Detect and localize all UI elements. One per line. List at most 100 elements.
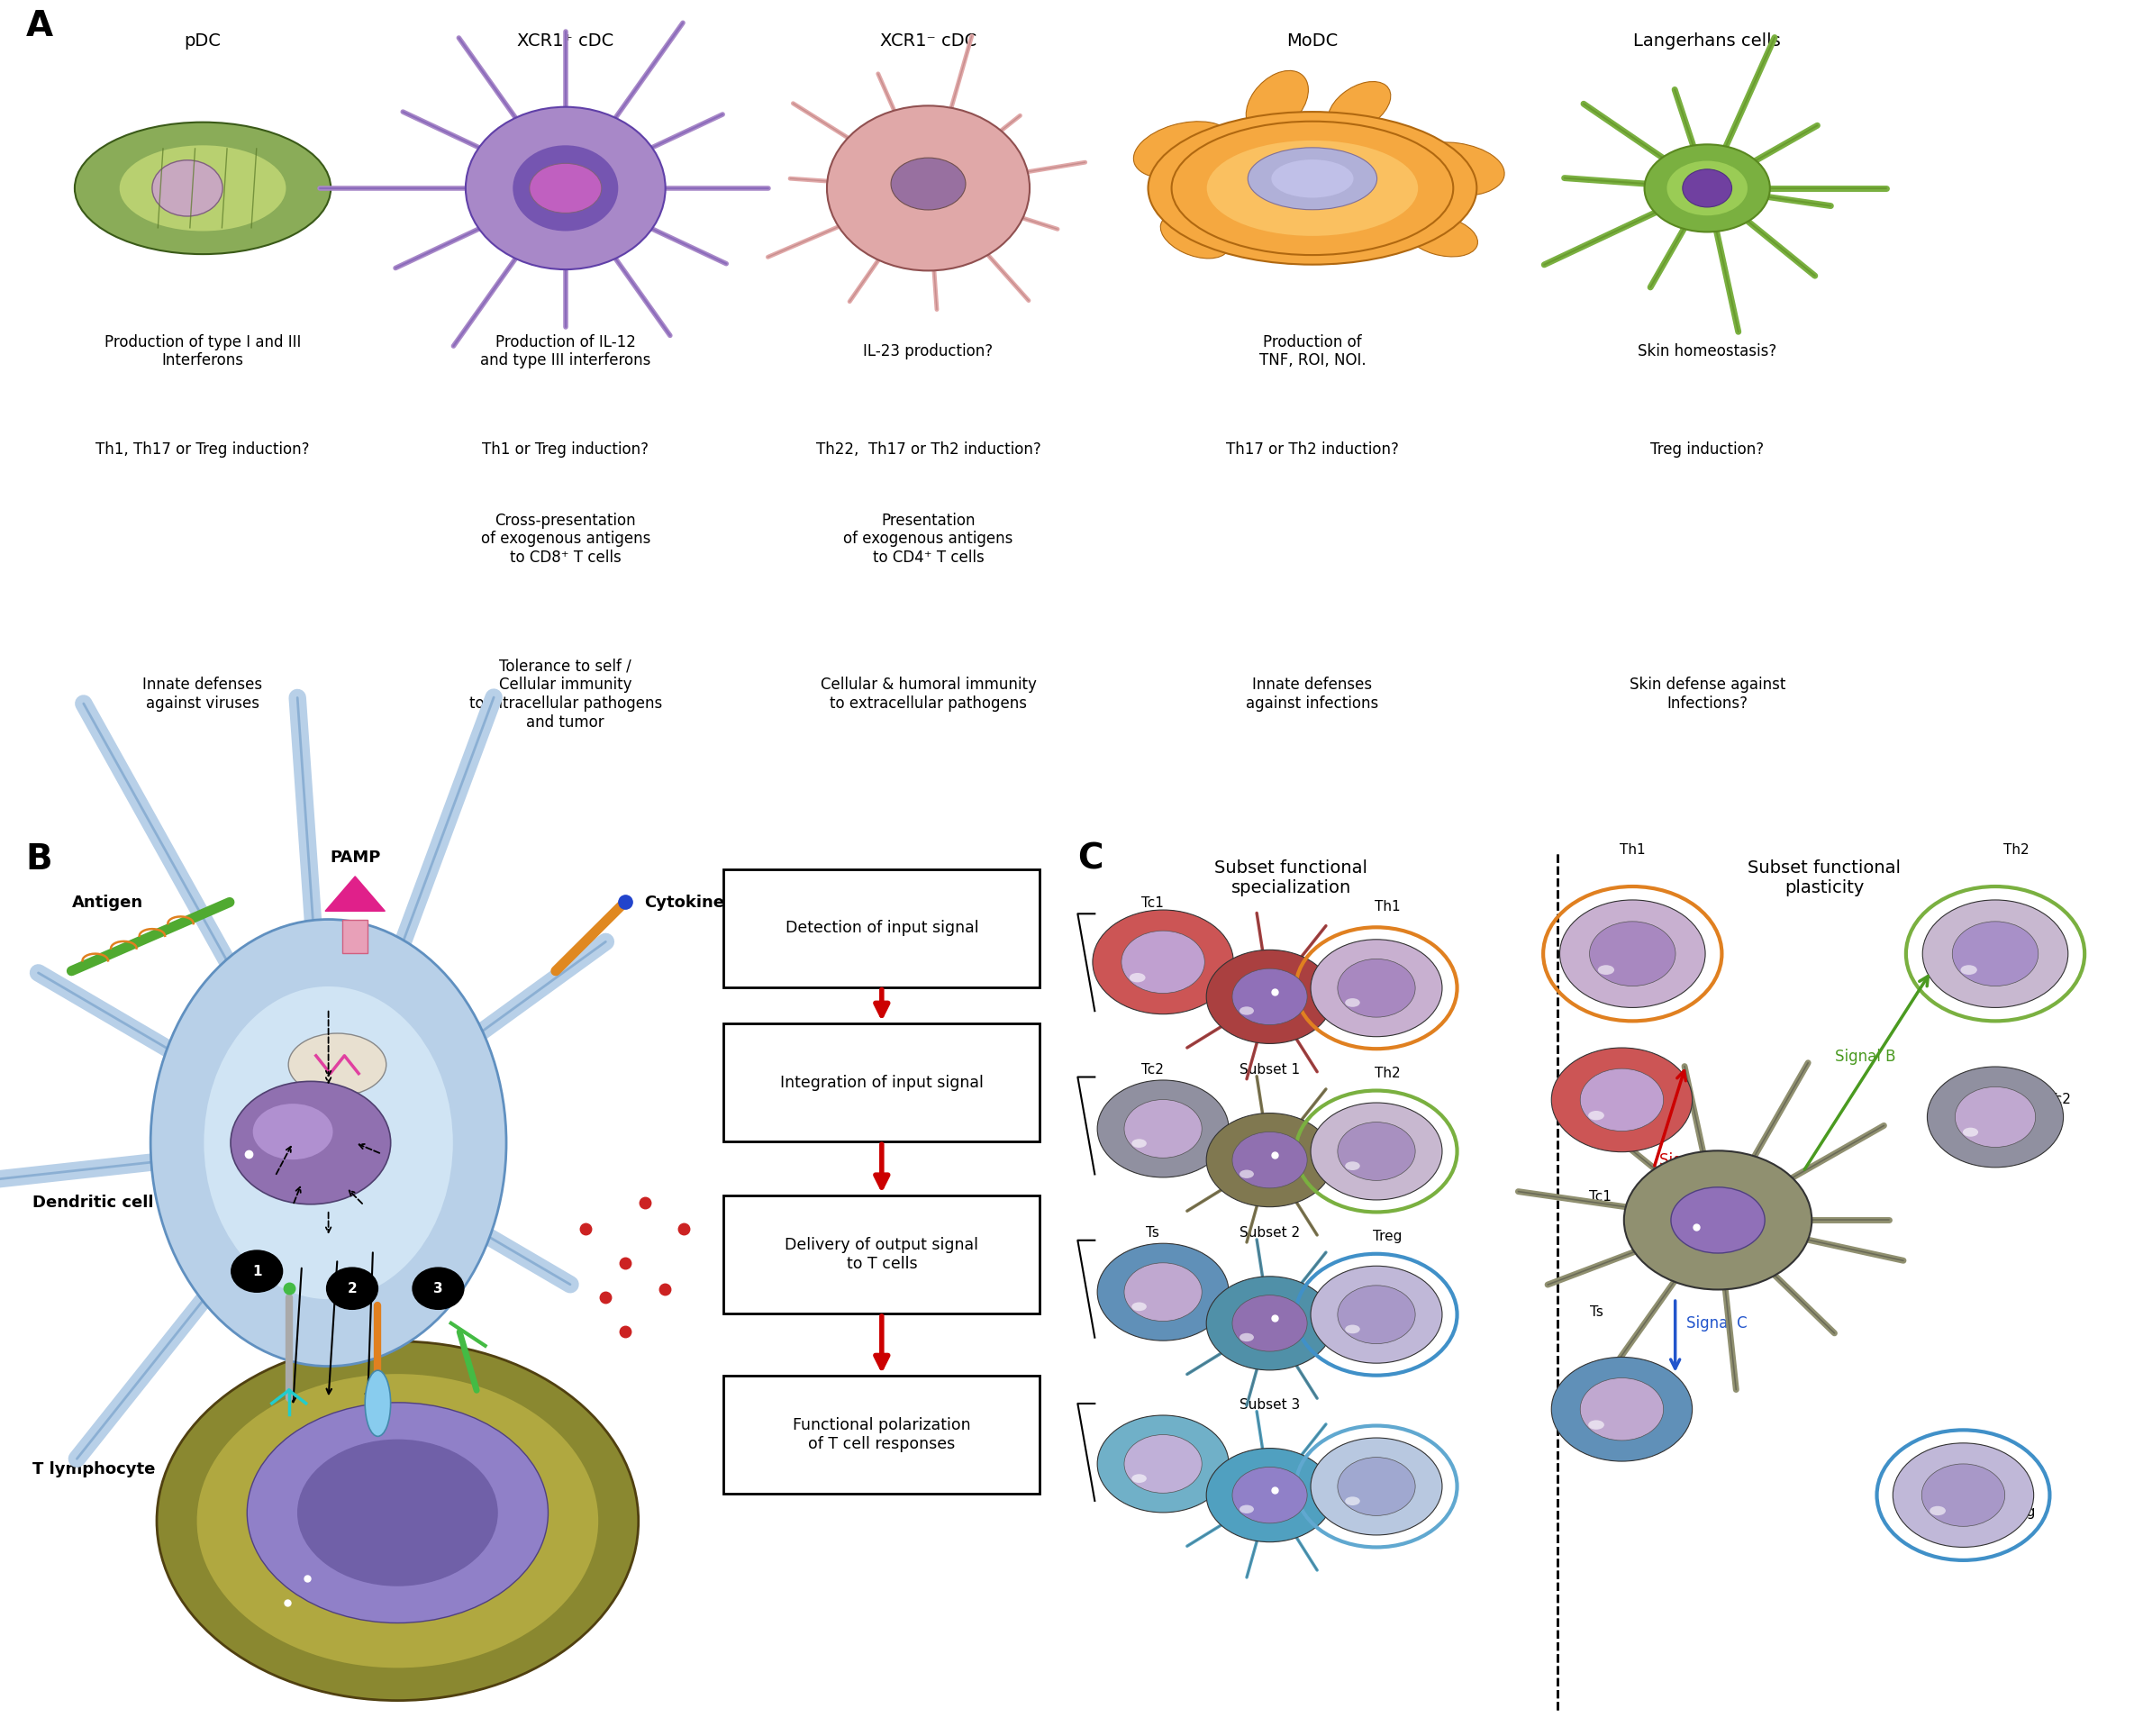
Ellipse shape [1955,1087,2036,1147]
Ellipse shape [1682,168,1733,207]
Polygon shape [324,877,384,911]
Text: MoDC: MoDC [1287,33,1338,50]
Ellipse shape [1338,1285,1415,1344]
Text: 3: 3 [433,1281,444,1295]
Ellipse shape [1097,1415,1229,1512]
Ellipse shape [1551,1049,1692,1153]
Text: Treg: Treg [1372,1229,1402,1243]
Text: pDC: pDC [184,33,222,50]
Ellipse shape [1231,1467,1308,1522]
Ellipse shape [152,160,222,217]
Ellipse shape [248,1403,548,1623]
Bar [341,920,367,953]
Text: B: B [26,842,53,877]
Ellipse shape [465,108,666,269]
Ellipse shape [365,1370,391,1436]
Text: Th1, Th17 or Treg induction?: Th1, Th17 or Treg induction? [96,441,309,457]
Ellipse shape [1338,1121,1415,1180]
Circle shape [327,1267,378,1309]
Ellipse shape [1929,1507,1946,1516]
FancyBboxPatch shape [723,1024,1039,1142]
Circle shape [412,1267,463,1309]
Ellipse shape [1206,1448,1334,1542]
Ellipse shape [1963,1128,1978,1137]
Text: T lymphocyte: T lymphocyte [32,1462,156,1477]
Text: Signal C: Signal C [1686,1316,1748,1332]
Text: Functional polarization
of T cell responses: Functional polarization of T cell respon… [792,1418,971,1453]
Ellipse shape [205,986,452,1299]
Ellipse shape [1097,1243,1229,1340]
Ellipse shape [892,158,965,210]
Ellipse shape [1131,1302,1146,1311]
Ellipse shape [1240,1505,1255,1514]
Text: Tc1: Tc1 [1142,896,1163,910]
Ellipse shape [156,1342,638,1701]
Ellipse shape [1927,1066,2064,1167]
Text: Presentation
of exogenous antigens
to CD4⁺ T cells: Presentation of exogenous antigens to CD… [843,512,1014,566]
Ellipse shape [1246,71,1308,134]
Ellipse shape [1344,1496,1359,1505]
Text: Treg induction?: Treg induction? [1650,441,1765,457]
FancyBboxPatch shape [723,1377,1039,1495]
Text: Innate defenses
against infections: Innate defenses against infections [1246,677,1379,712]
Ellipse shape [1093,910,1233,1014]
Ellipse shape [1240,1170,1255,1179]
Text: Tc2: Tc2 [1142,1062,1163,1076]
Ellipse shape [230,1082,391,1205]
Text: Th2: Th2 [2004,844,2029,856]
Ellipse shape [297,1439,497,1587]
Text: Tc2: Tc2 [2049,1094,2072,1106]
Ellipse shape [1667,161,1748,215]
Text: Subset 3: Subset 3 [1240,1397,1300,1411]
Ellipse shape [1310,939,1443,1036]
Ellipse shape [1598,965,1613,974]
Text: Innate defenses
against viruses: Innate defenses against viruses [143,677,262,712]
Ellipse shape [1406,215,1477,257]
Ellipse shape [1344,998,1359,1007]
Ellipse shape [828,106,1029,271]
Ellipse shape [1624,1151,1812,1290]
Ellipse shape [1208,141,1417,236]
Text: Signal B: Signal B [1835,1049,1895,1064]
Ellipse shape [529,163,602,214]
Text: Production of
TNF, ROI, NOI.: Production of TNF, ROI, NOI. [1259,333,1366,368]
Text: 1: 1 [252,1264,262,1278]
Ellipse shape [1172,122,1453,255]
Text: PAMP: PAMP [331,851,380,866]
Ellipse shape [1953,922,2038,986]
Text: Signal A: Signal A [1660,1153,1720,1168]
Ellipse shape [1272,160,1353,198]
Ellipse shape [1206,950,1334,1043]
Ellipse shape [1310,1102,1443,1200]
Ellipse shape [196,1373,598,1668]
Text: Production of type I and III
Interferons: Production of type I and III Interferons [105,333,301,368]
Ellipse shape [252,1104,333,1160]
Ellipse shape [1327,82,1391,132]
Text: Skin defense against
Infections?: Skin defense against Infections? [1628,677,1786,712]
Text: Dendritic cell: Dendritic cell [32,1194,154,1210]
Text: Subset 2: Subset 2 [1240,1226,1300,1240]
Ellipse shape [1588,1420,1605,1429]
Ellipse shape [1645,144,1769,233]
Ellipse shape [120,146,286,231]
Text: Integration of input signal: Integration of input signal [781,1075,984,1090]
Ellipse shape [1125,1434,1201,1493]
Ellipse shape [1129,972,1146,983]
Text: Th17 or Th2 induction?: Th17 or Th2 induction? [1227,441,1398,457]
Text: Ts: Ts [1590,1305,1603,1319]
Text: Delivery of output signal
to T cells: Delivery of output signal to T cells [785,1238,980,1272]
Ellipse shape [512,146,619,231]
Text: Ts: Ts [1146,1226,1159,1240]
Circle shape [230,1250,282,1292]
Ellipse shape [1231,1132,1308,1187]
Ellipse shape [1231,969,1308,1024]
Text: XCR1⁺ cDC: XCR1⁺ cDC [516,33,615,50]
Ellipse shape [1125,1262,1201,1321]
Text: C: C [1078,842,1103,877]
Ellipse shape [1671,1187,1765,1253]
Ellipse shape [1344,1161,1359,1170]
Ellipse shape [1131,1139,1146,1147]
Ellipse shape [1240,1333,1255,1342]
Text: XCR1⁻ cDC: XCR1⁻ cDC [879,33,977,50]
Ellipse shape [1125,1099,1201,1158]
